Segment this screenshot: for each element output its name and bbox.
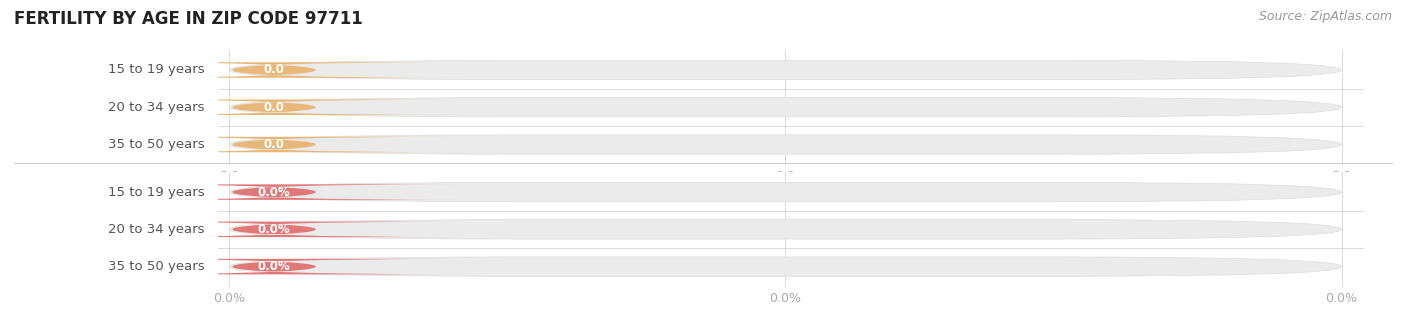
Text: 0.0%: 0.0%	[257, 223, 291, 236]
Text: 0.0%: 0.0%	[257, 260, 291, 273]
FancyBboxPatch shape	[229, 60, 1341, 80]
Text: FERTILITY BY AGE IN ZIP CODE 97711: FERTILITY BY AGE IN ZIP CODE 97711	[14, 10, 363, 28]
Text: 35 to 50 years: 35 to 50 years	[107, 138, 204, 151]
FancyBboxPatch shape	[84, 259, 464, 274]
Text: 0.0: 0.0	[264, 63, 284, 77]
Text: 15 to 19 years: 15 to 19 years	[107, 185, 204, 199]
FancyBboxPatch shape	[84, 184, 464, 200]
Text: 0.0: 0.0	[264, 101, 284, 114]
Text: Source: ZipAtlas.com: Source: ZipAtlas.com	[1258, 10, 1392, 23]
FancyBboxPatch shape	[229, 257, 1341, 276]
Text: 15 to 19 years: 15 to 19 years	[107, 63, 204, 77]
FancyBboxPatch shape	[84, 100, 464, 115]
FancyBboxPatch shape	[229, 135, 1341, 154]
FancyBboxPatch shape	[229, 220, 1341, 239]
Text: 0.0%: 0.0%	[257, 185, 291, 199]
FancyBboxPatch shape	[229, 182, 1341, 202]
Text: 35 to 50 years: 35 to 50 years	[107, 260, 204, 273]
FancyBboxPatch shape	[84, 62, 464, 78]
Text: 20 to 34 years: 20 to 34 years	[108, 223, 204, 236]
FancyBboxPatch shape	[84, 137, 464, 152]
Text: 20 to 34 years: 20 to 34 years	[108, 101, 204, 114]
FancyBboxPatch shape	[229, 98, 1341, 117]
FancyBboxPatch shape	[84, 222, 464, 237]
Text: 0.0: 0.0	[264, 138, 284, 151]
